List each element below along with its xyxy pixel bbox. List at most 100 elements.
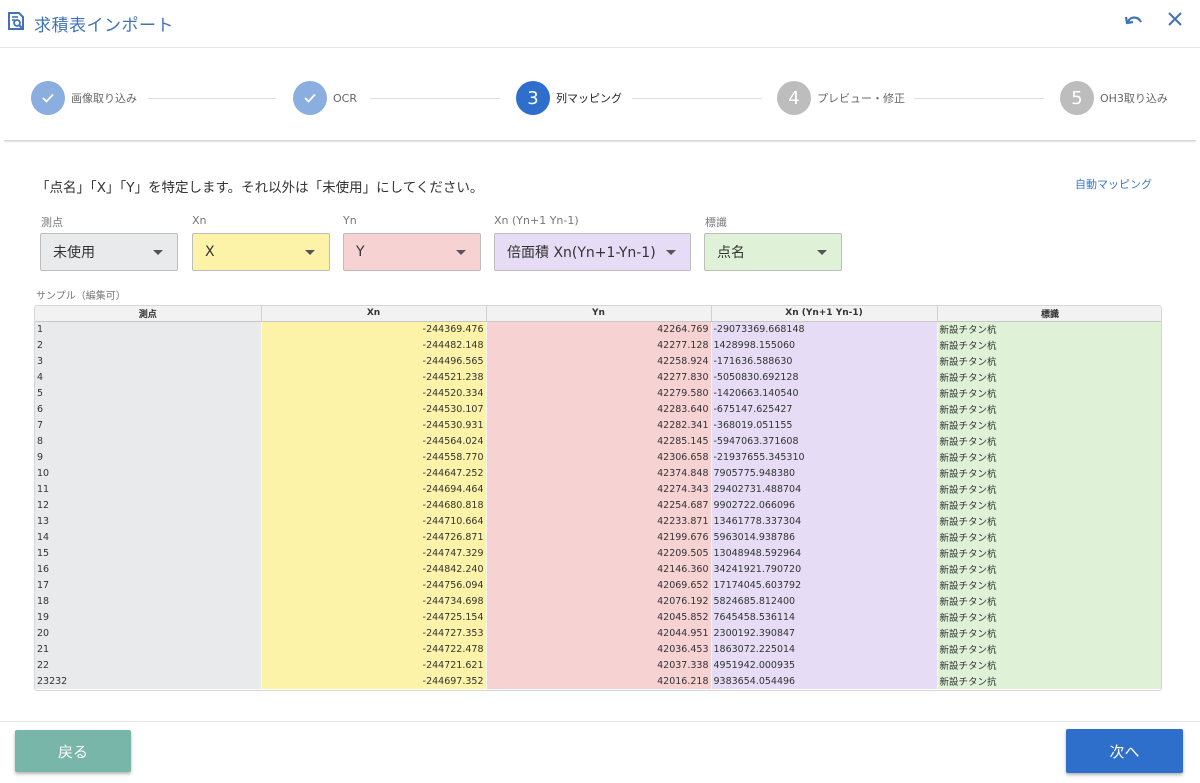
table-cell[interactable]: -244520.334 [261, 385, 487, 401]
table-cell[interactable]: -244521.238 [261, 369, 487, 385]
mapping-select-yn[interactable]: Y [343, 233, 481, 271]
table-cell[interactable]: -244530.107 [261, 401, 487, 417]
table-cell[interactable]: 13 [35, 513, 262, 529]
table-cell[interactable]: 新設チタン杭 [937, 625, 1161, 641]
table-cell[interactable]: 8 [35, 433, 262, 449]
table-cell[interactable]: 5824685.812400 [711, 593, 938, 609]
table-cell[interactable]: 7645458.536114 [711, 609, 938, 625]
table-cell[interactable]: 15 [35, 545, 262, 561]
table-cell[interactable]: -5947063.371608 [711, 433, 938, 449]
table-cell[interactable]: 42374.848 [486, 465, 712, 481]
table-cell[interactable]: 新設チタン杭 [937, 545, 1161, 561]
table-cell[interactable]: 新設チタン杭 [937, 513, 1161, 529]
table-cell[interactable]: 5963014.938786 [711, 529, 938, 545]
table-cell[interactable]: -244710.664 [261, 513, 487, 529]
table-cell[interactable]: 13048948.592964 [711, 545, 938, 561]
table-cell[interactable]: 12 [35, 497, 262, 513]
table-cell[interactable]: 42254.687 [486, 497, 712, 513]
table-cell[interactable]: -244842.240 [261, 561, 487, 577]
table-cell[interactable]: 1428998.155060 [711, 337, 938, 353]
table-cell[interactable]: 19 [35, 609, 262, 625]
table-cell[interactable]: -1420663.140540 [711, 385, 938, 401]
table-cell[interactable]: 4951942.000935 [711, 657, 938, 673]
table-cell[interactable]: 18 [35, 593, 262, 609]
table-cell[interactable]: -675147.625427 [711, 401, 938, 417]
table-cell[interactable]: 42282.341 [486, 417, 712, 433]
table-cell[interactable]: 9383654.054496 [711, 673, 938, 689]
table-cell[interactable]: 13461778.337304 [711, 513, 938, 529]
table-cell[interactable]: 34241921.790720 [711, 561, 938, 577]
table-cell[interactable]: 2 [35, 337, 262, 353]
table-cell[interactable]: 14 [35, 529, 262, 545]
table-cell[interactable]: 42037.338 [486, 657, 712, 673]
table-cell[interactable]: 10 [35, 465, 262, 481]
table-cell[interactable]: 新設チタン杭 [937, 465, 1161, 481]
table-cell[interactable]: -21937655.345310 [711, 449, 938, 465]
table-cell[interactable]: 新設チタン杭 [937, 497, 1161, 513]
table-cell[interactable]: -244725.154 [261, 609, 487, 625]
table-cell[interactable]: 42277.128 [486, 337, 712, 353]
table-cell[interactable]: 新設チタン杭 [937, 609, 1161, 625]
table-cell[interactable]: 22 [35, 657, 262, 673]
table-cell[interactable]: 42044.951 [486, 625, 712, 641]
table-cell[interactable]: 20 [35, 625, 262, 641]
mapping-select-xn[interactable]: X [192, 233, 330, 271]
table-cell[interactable]: 新設チタン杭 [937, 321, 1161, 337]
table-cell[interactable]: 新設チタン杭 [937, 337, 1161, 353]
table-cell[interactable]: 42076.192 [486, 593, 712, 609]
table-cell[interactable]: 42279.580 [486, 385, 712, 401]
table-cell[interactable]: 新設チタン杭 [937, 577, 1161, 593]
table-cell[interactable]: 2300192.390847 [711, 625, 938, 641]
mapping-select-marker[interactable]: 点名 [704, 233, 842, 271]
table-cell[interactable]: -244482.148 [261, 337, 487, 353]
table-cell[interactable]: 42016.218 [486, 673, 712, 689]
table-cell[interactable]: -368019.051155 [711, 417, 938, 433]
mapping-select-sokuten[interactable]: 未使用 [40, 233, 178, 271]
table-cell[interactable]: -244369.476 [261, 321, 487, 337]
table-cell[interactable]: 42069.652 [486, 577, 712, 593]
table-cell[interactable]: 新設チタン杭 [937, 449, 1161, 465]
table-cell[interactable]: 17 [35, 577, 262, 593]
table-cell[interactable]: -244726.871 [261, 529, 487, 545]
table-cell[interactable]: 9902722.066096 [711, 497, 938, 513]
table-cell[interactable]: -244530.931 [261, 417, 487, 433]
table-cell[interactable]: 23232 [35, 673, 262, 689]
table-cell[interactable]: 42258.924 [486, 353, 712, 369]
table-cell[interactable]: -244747.329 [261, 545, 487, 561]
table-cell[interactable]: 新設チタン杭 [937, 385, 1161, 401]
table-cell[interactable]: -5050830.692128 [711, 369, 938, 385]
table-cell[interactable]: 新設チタン杭 [937, 401, 1161, 417]
back-button[interactable]: 戻る [15, 730, 131, 772]
table-cell[interactable]: -244694.464 [261, 481, 487, 497]
table-cell[interactable]: 新設チタン杭 [937, 529, 1161, 545]
table-cell[interactable]: 新設チタン杭 [937, 433, 1161, 449]
table-cell[interactable]: 21 [35, 641, 262, 657]
table-cell[interactable]: 新設チタン杭 [937, 657, 1161, 673]
table-cell[interactable]: 42209.505 [486, 545, 712, 561]
table-cell[interactable]: -244647.252 [261, 465, 487, 481]
table-cell[interactable]: -244727.353 [261, 625, 487, 641]
table-cell[interactable]: -244680.818 [261, 497, 487, 513]
table-cell[interactable]: 新設チタン杭 [937, 353, 1161, 369]
table-cell[interactable]: 42277.830 [486, 369, 712, 385]
table-cell[interactable]: 新設チタン杭 [937, 369, 1161, 385]
table-cell[interactable]: 42045.852 [486, 609, 712, 625]
table-cell[interactable]: 4 [35, 369, 262, 385]
table-cell[interactable]: 1 [35, 321, 262, 337]
table-cell[interactable]: 11 [35, 481, 262, 497]
table-cell[interactable]: 42146.360 [486, 561, 712, 577]
table-cell[interactable]: 新設チタン杭 [937, 593, 1161, 609]
auto-mapping-link[interactable]: 自動マッピング [1075, 178, 1152, 191]
table-cell[interactable]: 42306.658 [486, 449, 712, 465]
table-cell[interactable]: 3 [35, 353, 262, 369]
table-cell[interactable]: 5 [35, 385, 262, 401]
table-cell[interactable]: 9 [35, 449, 262, 465]
table-cell[interactable]: -244697.352 [261, 673, 487, 689]
table-cell[interactable]: -244496.565 [261, 353, 487, 369]
table-cell[interactable]: 6 [35, 401, 262, 417]
table-cell[interactable]: 42274.343 [486, 481, 712, 497]
table-cell[interactable]: 1863072.225014 [711, 641, 938, 657]
table-cell[interactable]: 42264.769 [486, 321, 712, 337]
table-cell[interactable]: 42285.145 [486, 433, 712, 449]
undo-icon[interactable] [1123, 10, 1145, 32]
